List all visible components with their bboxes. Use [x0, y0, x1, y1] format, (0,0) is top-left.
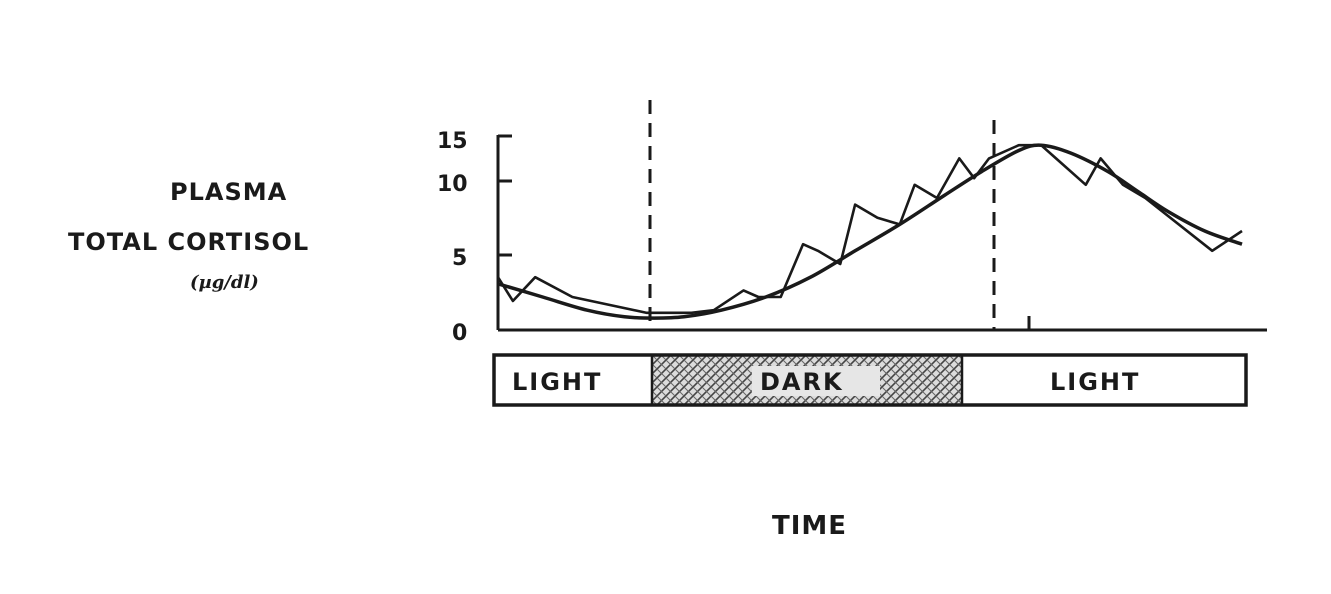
y-tick-label-0: 0	[452, 321, 467, 346]
x-axis-label: TIME	[772, 511, 848, 541]
y-tick-label-15: 15	[437, 129, 468, 154]
band-light-1	[494, 355, 652, 405]
series-jagged-sample-line	[496, 143, 1243, 315]
series-smooth-trend-line	[497, 143, 1243, 320]
series-layer	[496, 143, 1243, 320]
band-label-light-1: LIGHT	[512, 368, 602, 396]
band-frame	[492, 353, 1248, 407]
y-axis-label-line2: TOTAL CORTISOL	[68, 228, 310, 256]
band-label-dark: DARK	[760, 368, 844, 396]
y-axis-label-line1: PLASMA	[170, 178, 288, 206]
y-tick-label-10: 10	[437, 172, 468, 197]
y-axis-label-unit: (µg/dl)	[190, 272, 259, 293]
y-tick-label-5: 5	[452, 246, 467, 271]
dark-label-bg	[752, 366, 880, 396]
band-label-light-2: LIGHT	[1050, 368, 1140, 396]
band-light-2	[962, 355, 1246, 405]
